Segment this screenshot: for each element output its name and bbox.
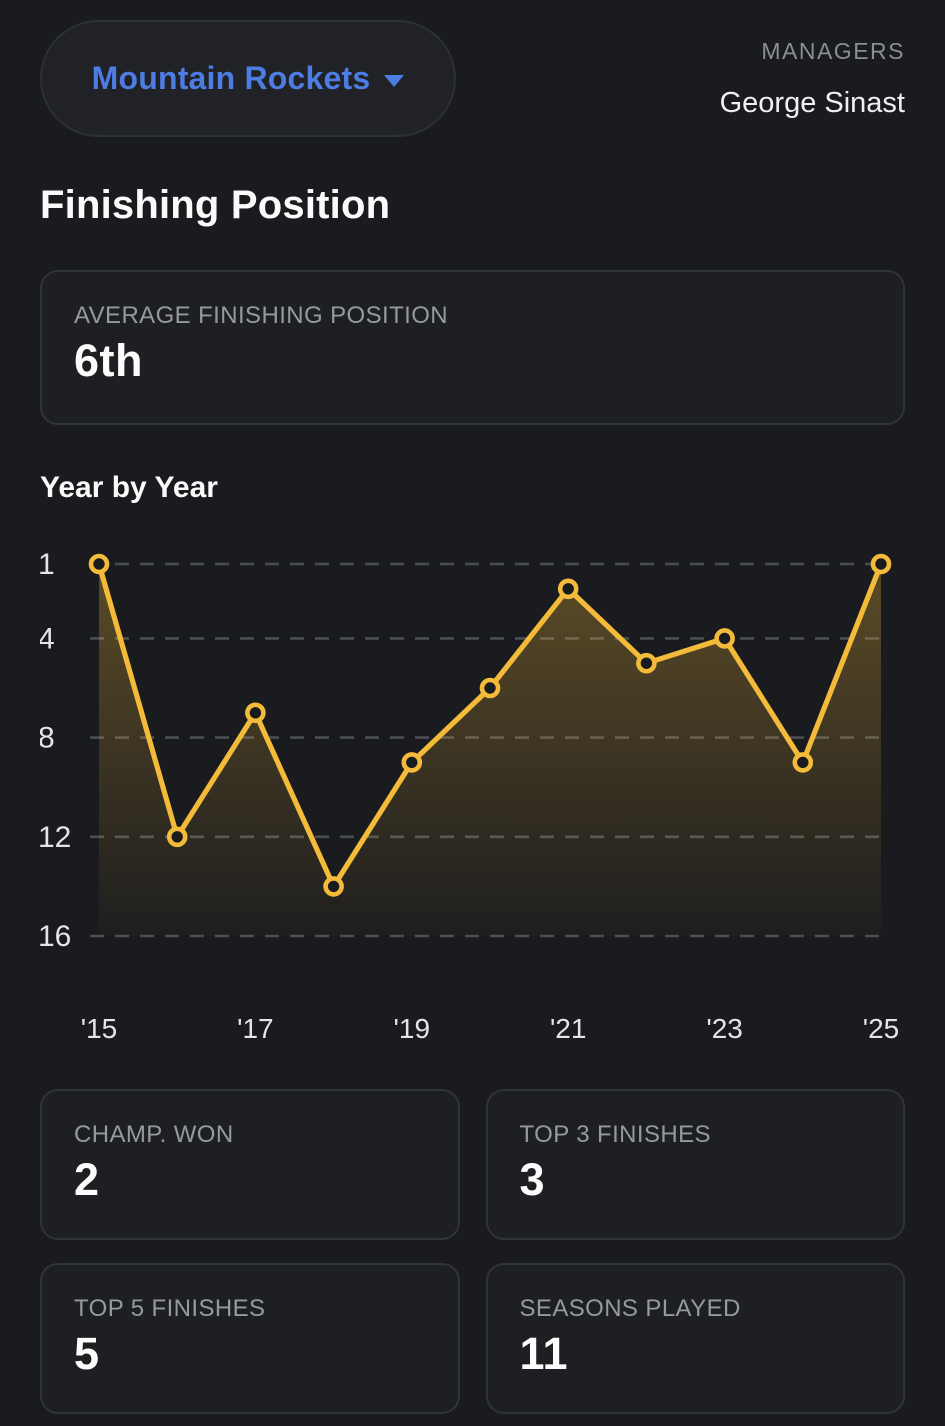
svg-text:1: 1 [40, 548, 55, 581]
chart-title: Year by Year [40, 471, 218, 504]
svg-text:'25: '25 [863, 1013, 900, 1044]
managers-label: MANAGERS [761, 38, 905, 64]
svg-text:8: 8 [40, 722, 55, 755]
manager-name: George Sinast [719, 87, 905, 119]
stat-value: 11 [519, 1328, 569, 1379]
stat-value: 2 [74, 1154, 100, 1205]
stat-value: 5 [74, 1328, 100, 1379]
svg-text:'17: '17 [237, 1013, 274, 1044]
stat-card-top3-finishes: TOP 3 FINISHES 3 [485, 1089, 905, 1240]
svg-text:'19: '19 [394, 1013, 431, 1044]
svg-text:'23: '23 [706, 1013, 743, 1044]
svg-text:16: 16 [40, 920, 71, 953]
top-bar: Mountain Rockets MANAGERS George Sinast [40, 20, 905, 137]
stat-label: SEASONS PLAYED [519, 1295, 741, 1322]
svg-text:'21: '21 [550, 1013, 587, 1044]
average-card-value: 6th [74, 335, 143, 386]
stat-card-seasons-played: SEASONS PLAYED 11 [485, 1263, 905, 1414]
svg-text:4: 4 [40, 622, 55, 655]
svg-text:12: 12 [40, 821, 71, 854]
chevron-down-icon [384, 74, 405, 87]
stat-label: CHAMP. WON [74, 1121, 234, 1148]
stat-card-champ-won: CHAMP. WON 2 [40, 1089, 460, 1240]
stat-value: 3 [519, 1154, 546, 1205]
stat-card-top5-finishes: TOP 5 FINISHES 5 [40, 1263, 460, 1414]
year-chart-svg: 1 4 8 12 16 '15 '17 '19 '21 '23 '25 [40, 548, 900, 1044]
team-selector-button[interactable]: Mountain Rockets [40, 20, 456, 137]
year-by-year-chart: 1 4 8 12 16 '15 '17 '19 '21 '23 '25 [40, 533, 905, 1049]
team-name: Mountain Rockets [91, 60, 371, 96]
average-finishing-position-card: AVERAGE FINISHING POSITION 6th [40, 270, 905, 425]
stat-label: TOP 5 FINISHES [74, 1295, 266, 1322]
stats-grid: CHAMP. WON 2 TOP 3 FINISHES 3 TOP 5 FINI… [40, 1089, 905, 1414]
average-card-label: AVERAGE FINISHING POSITION [74, 302, 449, 329]
stat-label: TOP 3 FINISHES [519, 1121, 711, 1148]
managers-block: MANAGERS George Sinast [720, 38, 905, 120]
svg-text:'15: '15 [81, 1013, 118, 1044]
page-title: Finishing Position [40, 183, 391, 227]
